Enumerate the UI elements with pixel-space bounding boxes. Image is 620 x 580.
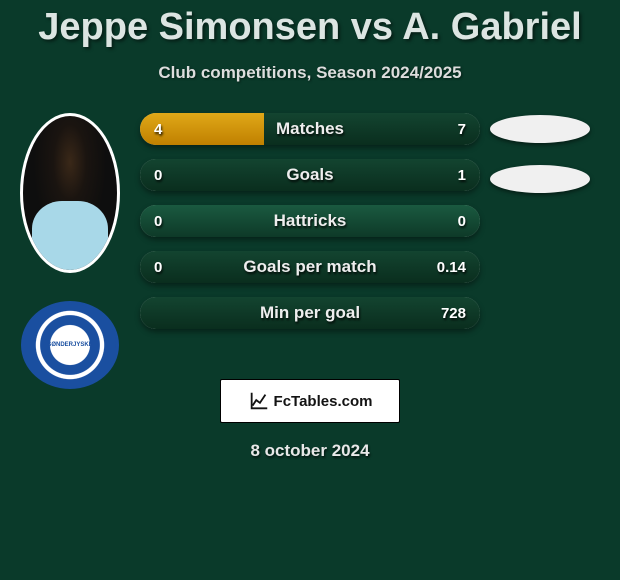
page-title: Jeppe Simonsen vs A. Gabriel <box>0 0 620 49</box>
page-subtitle: Club competitions, Season 2024/2025 <box>0 63 620 83</box>
brand-text: FcTables.com <box>274 393 373 410</box>
stat-bar: Matches47 <box>140 113 480 145</box>
stat-bar-track <box>140 297 480 329</box>
stat-bar: Goals01 <box>140 159 480 191</box>
footer-date: 8 october 2024 <box>0 441 620 461</box>
player-column-left: SØNDERJYSKE <box>10 113 130 389</box>
player-right-marker <box>490 165 590 193</box>
stat-bar: Goals per match00.14 <box>140 251 480 283</box>
club-logo: SØNDERJYSKE <box>21 301 119 389</box>
player-photo <box>20 113 120 273</box>
brand-badge[interactable]: FcTables.com <box>220 379 400 423</box>
stat-bar-track <box>140 159 480 191</box>
stat-bar-track <box>140 251 480 283</box>
player-right-marker <box>490 115 590 143</box>
stat-bar: Hattricks00 <box>140 205 480 237</box>
club-logo-text: SØNDERJYSKE <box>47 342 92 348</box>
chart-icon <box>248 390 270 412</box>
stat-bar-track <box>140 205 480 237</box>
stat-bars: Matches47 Goals01 Hattricks00 Goals per mat… <box>140 113 480 329</box>
stat-bar: Min per goal728 <box>140 297 480 329</box>
stat-bar-track <box>140 113 480 145</box>
comparison-content: SØNDERJYSKE Matches47Goals01Hattricks00G… <box>0 113 620 329</box>
